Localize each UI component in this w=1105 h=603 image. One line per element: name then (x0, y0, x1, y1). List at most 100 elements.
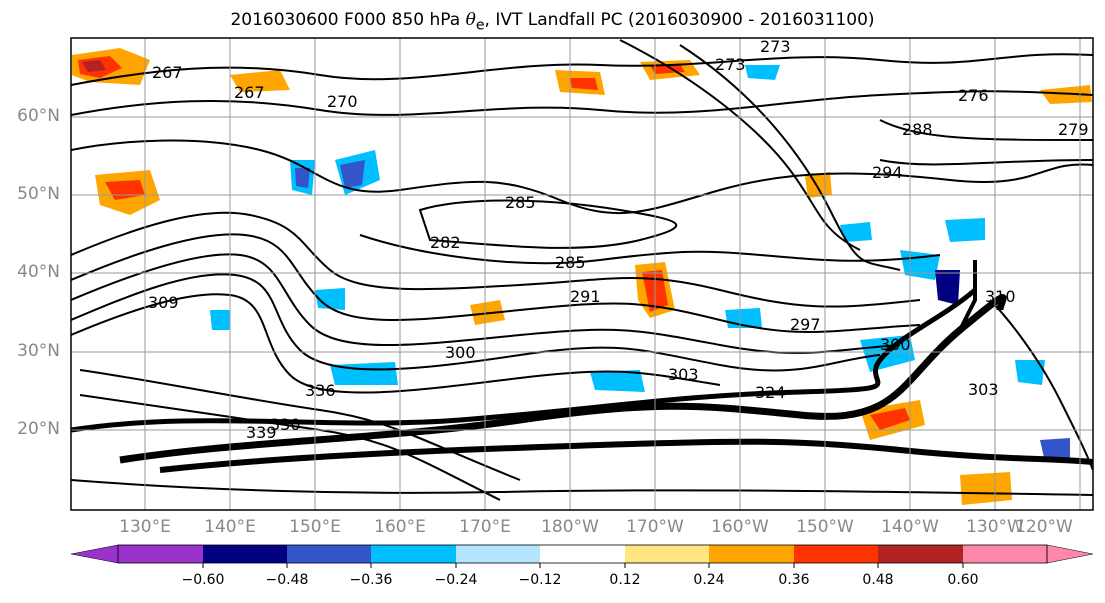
navy-blob (935, 270, 960, 305)
contour-line (71, 288, 977, 433)
colorbar-segment (540, 545, 625, 563)
contour-line (418, 199, 678, 249)
contour-label: 270 (327, 92, 358, 111)
red-blob (870, 408, 910, 430)
colorbar-tick: −0.12 (518, 572, 562, 588)
contour-label: 267 (152, 63, 183, 82)
darkred-blob (82, 60, 106, 72)
contour-label: 282 (430, 233, 461, 252)
colorbar-tick: −0.60 (181, 572, 225, 588)
colorbar-tick: 0.48 (862, 572, 894, 588)
contour-label: 267 (234, 83, 265, 102)
contour-label: 294 (872, 163, 903, 182)
orange-blob (805, 172, 832, 198)
graticule (71, 38, 1093, 510)
contour-line (79, 369, 521, 481)
colorbar-segment (625, 545, 709, 563)
plot-title: 2016030600 F000 850 hPa θe, IVT Landfall… (230, 10, 875, 34)
lon-label-160e: 160°E (374, 517, 426, 537)
darkblue-blob (295, 168, 310, 188)
contour-line (71, 211, 921, 308)
colorbar-segment (287, 545, 371, 563)
colorbar-tick: 0.60 (947, 572, 979, 588)
blue-blob (840, 222, 872, 242)
blue-blob (1040, 438, 1070, 462)
lon-label-150w: 150°W (796, 517, 854, 537)
lon-label-140e: 140°E (204, 517, 256, 537)
lon-label-140w: 140°W (881, 517, 939, 537)
colorbar-segment (878, 545, 963, 563)
contour-label: 285 (555, 253, 586, 272)
blue-blob (1015, 360, 1045, 385)
contour-label: 300 (880, 335, 911, 354)
colorbar-tick: −0.48 (265, 572, 309, 588)
contour-label: 303 (668, 365, 699, 384)
blue-blob (590, 370, 645, 392)
contour-line (879, 159, 1093, 166)
lon-label-180w: 180°W (541, 517, 599, 537)
lon-label-170e: 170°E (459, 517, 511, 537)
colorbar-segment (203, 545, 287, 563)
contour-label: 330 (270, 415, 301, 434)
contour-line (71, 233, 921, 333)
ivt-shading (72, 48, 1092, 505)
lat-label-50n: 50°N (17, 184, 60, 204)
contour-label: 297 (790, 315, 821, 334)
contour-line (71, 273, 881, 372)
contour-label: 310 (985, 287, 1016, 306)
contour-line (71, 53, 1093, 86)
colorbar-segment (371, 545, 456, 563)
colorbar-tick: 0.12 (609, 572, 641, 588)
contour-labels: 267 267 270 273 273 276 279 282 285 285 … (148, 37, 1089, 442)
lon-label-130e: 130°E (119, 517, 171, 537)
lon-label-120w: 120°W (1015, 517, 1073, 537)
colorbar-segment (963, 545, 1047, 563)
lat-label-20n: 20°N (17, 419, 60, 439)
colorbar-tick: 0.24 (693, 572, 725, 588)
red-blob (570, 78, 598, 90)
orange-blob (960, 472, 1012, 505)
contour-label: 309 (148, 293, 179, 312)
map-frame (70, 37, 1094, 511)
contour-label: 303 (968, 380, 999, 399)
contour-label: 291 (570, 287, 601, 306)
colorbar (70, 544, 1094, 568)
blue-blob (315, 288, 345, 310)
orange-blob (230, 70, 290, 92)
lat-label-40n: 40°N (17, 262, 60, 282)
theta-e-contours (71, 39, 1093, 501)
blue-blob (210, 310, 230, 330)
contour-line (71, 293, 721, 394)
contour-line (71, 253, 901, 354)
contour-line (71, 479, 1093, 496)
colorbar-segment (456, 545, 540, 563)
contour-line (159, 438, 1093, 473)
colorbar-tick: −0.36 (349, 572, 393, 588)
lat-label-30n: 30°N (17, 341, 60, 361)
colorbar-tick: 0.36 (778, 572, 810, 588)
contour-label: 273 (760, 37, 791, 56)
contour-line (989, 299, 1093, 471)
colorbar-tick: −0.24 (434, 572, 478, 588)
contour-line (679, 44, 901, 271)
contour-label: 279 (1058, 120, 1089, 139)
contour-label: 324 (755, 383, 786, 402)
contour-label: 285 (505, 193, 536, 212)
contour-line (359, 234, 941, 265)
darkblue-blob (340, 160, 365, 188)
contour-label: 339 (246, 423, 277, 442)
lon-label-160w: 160°W (711, 517, 769, 537)
contour-line (619, 39, 861, 251)
contour-line (879, 119, 1093, 141)
contour-label: 300 (445, 343, 476, 362)
blue-blob (745, 65, 780, 80)
contour-label: 276 (958, 86, 989, 105)
blue-blob (945, 218, 985, 242)
lon-label-170w: 170°W (626, 517, 684, 537)
contour-line (71, 90, 1093, 116)
contour-label: 273 (715, 55, 746, 74)
colorbar-low-extend (70, 544, 119, 564)
lon-label-150e: 150°E (289, 517, 341, 537)
contour-label: 288 (902, 120, 933, 139)
